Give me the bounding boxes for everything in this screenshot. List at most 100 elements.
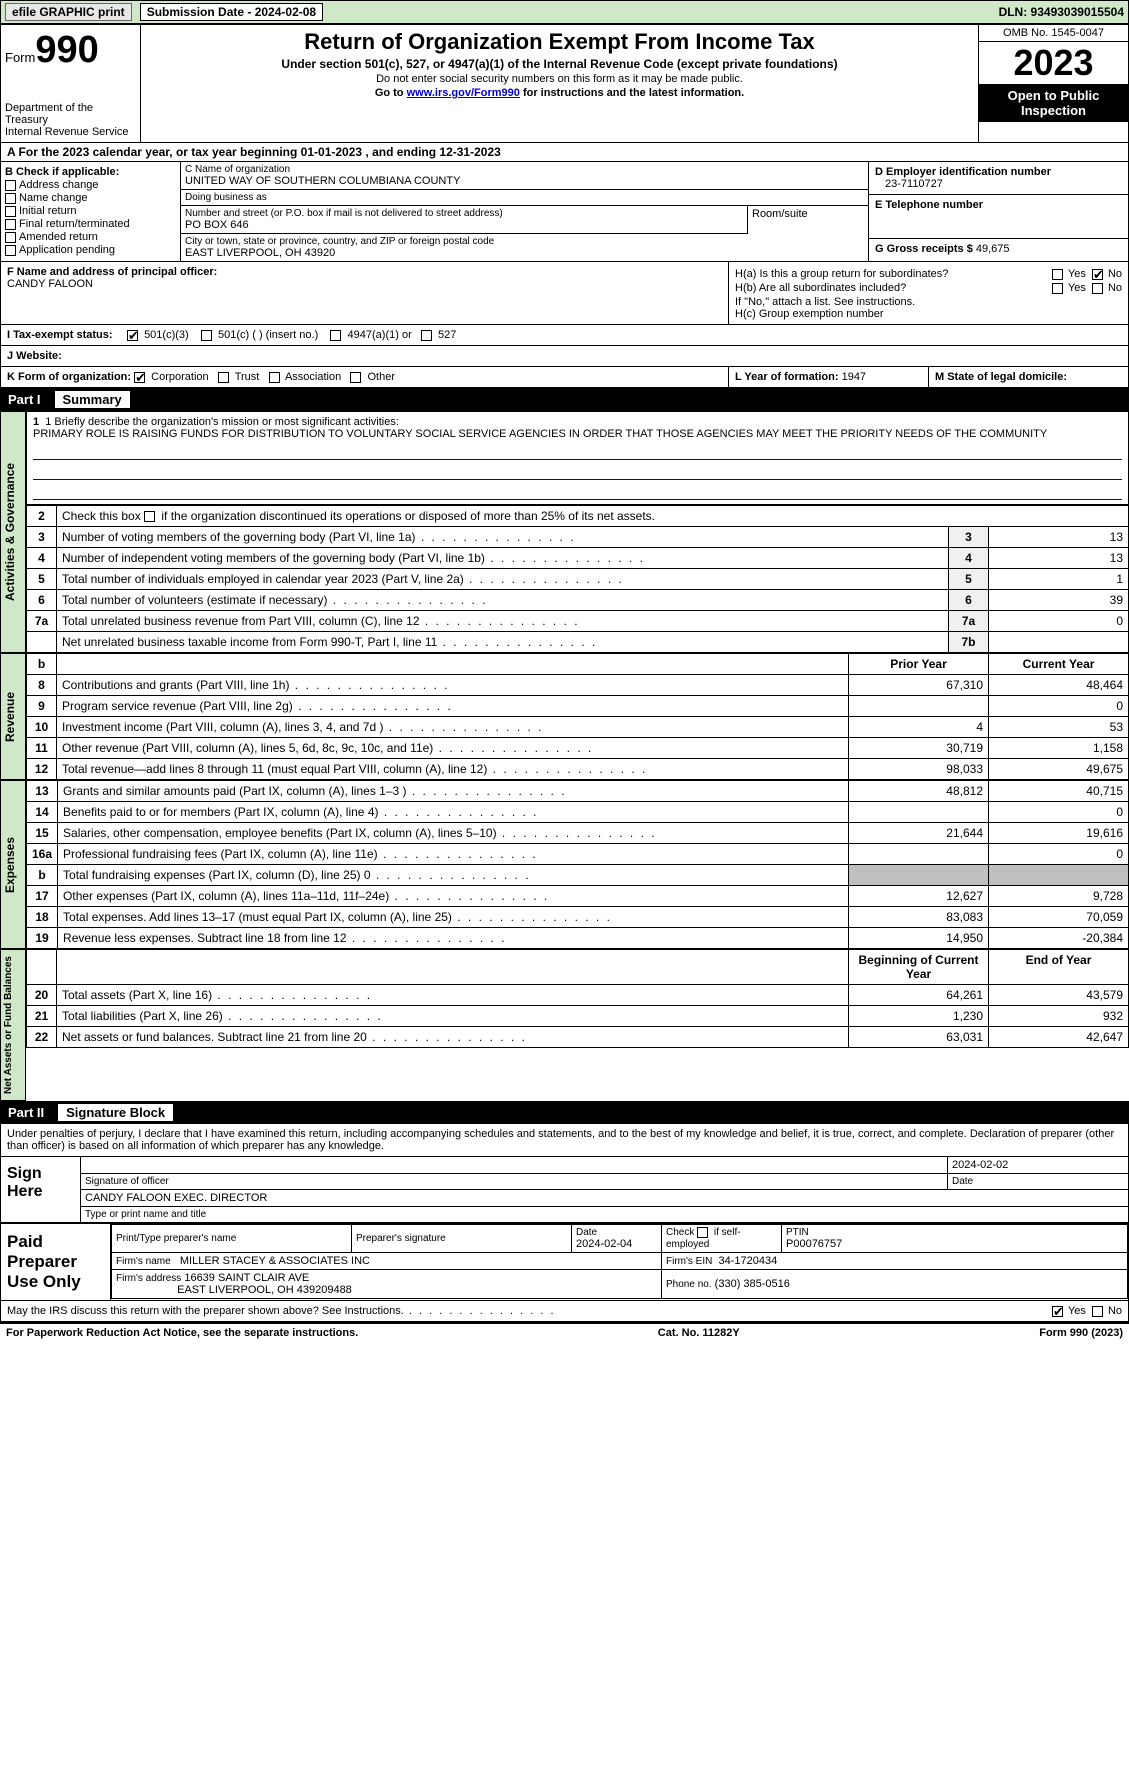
current-value: 1,158 <box>989 738 1129 759</box>
line-no: 19 <box>27 928 58 949</box>
line-text: Revenue less expenses. Subtract line 18 … <box>58 928 849 949</box>
footer: For Paperwork Reduction Act Notice, see … <box>0 1322 1129 1342</box>
cb-line2[interactable] <box>144 511 155 522</box>
prior-value: 48,812 <box>849 781 989 802</box>
line-no: 3 <box>27 527 57 548</box>
cal-year-prefix: A For the 2023 calendar year, or tax yea… <box>7 145 301 159</box>
box-b-header: B Check if applicable: <box>5 166 176 178</box>
dba-label: Doing business as <box>185 192 864 203</box>
tax-exempt-label: I Tax-exempt status: <box>1 325 121 345</box>
cb-trust[interactable] <box>218 372 229 383</box>
line-no: 18 <box>27 907 58 928</box>
cb-4947[interactable] <box>330 330 341 341</box>
firm-addr1: 16639 SAINT CLAIR AVE <box>184 1272 309 1284</box>
line-no: 22 <box>27 1027 57 1048</box>
lbl-yes: Yes <box>1068 268 1086 280</box>
tax-year: 2023 <box>979 42 1128 84</box>
line-2-text: Check this box if the organization disco… <box>57 506 1129 527</box>
line-text: Total unrelated business revenue from Pa… <box>57 611 949 632</box>
form-org-label: K Form of organization: <box>7 371 131 383</box>
cb-527[interactable] <box>421 330 432 341</box>
cb-hb-no[interactable] <box>1092 283 1103 294</box>
governance-table: 2Check this box if the organization disc… <box>26 505 1129 653</box>
vlabel-expenses: Expenses <box>0 780 26 949</box>
cb-self-employed[interactable] <box>697 1227 708 1238</box>
firm-phone: (330) 385-0516 <box>715 1278 790 1290</box>
firm-ein: 34-1720434 <box>718 1255 777 1267</box>
street-value: PO BOX 646 <box>185 219 743 231</box>
cb-address-change[interactable] <box>5 180 16 191</box>
efile-graphic-btn[interactable]: efile GRAPHIC print <box>5 3 132 21</box>
prior-value: 14,950 <box>849 928 989 949</box>
line-text: Total fundraising expenses (Part IX, col… <box>58 865 849 886</box>
line-text: Salaries, other compensation, employee b… <box>58 823 849 844</box>
line-no: 14 <box>27 802 58 823</box>
year-formation-label: L Year of formation: <box>735 371 839 383</box>
mission-lbl-text: 1 Briefly describe the organization's mi… <box>45 416 399 428</box>
line-text: Grants and similar amounts paid (Part IX… <box>58 781 849 802</box>
discuss-no: No <box>1108 1305 1122 1317</box>
year-formation: 1947 <box>842 371 866 383</box>
paperwork-notice: For Paperwork Reduction Act Notice, see … <box>6 1327 358 1339</box>
tax-exempt-opts: 501(c)(3) 501(c) ( ) (insert no.) 4947(a… <box>121 325 1128 345</box>
irs-link[interactable]: www.irs.gov/Form990 <box>407 87 520 99</box>
part-2-num: Part II <box>8 1105 44 1120</box>
org-name-label: C Name of organization <box>185 164 864 175</box>
line-text: Investment income (Part VIII, column (A)… <box>57 717 849 738</box>
omb-number: OMB No. 1545-0047 <box>979 25 1128 42</box>
firm-name-lbl: Firm's name <box>116 1256 171 1267</box>
cb-hb-yes[interactable] <box>1052 283 1063 294</box>
line-text: Other expenses (Part IX, column (A), lin… <box>58 886 849 907</box>
begin-year-hdr: Beginning of Current Year <box>849 950 989 985</box>
summary-expenses: Expenses 13 Grants and similar amounts p… <box>0 780 1129 949</box>
box-no: 4 <box>949 548 989 569</box>
current-value: 0 <box>989 844 1129 865</box>
lbl-no: No <box>1108 268 1122 280</box>
line-no <box>27 632 57 653</box>
cb-ha-yes[interactable] <box>1052 269 1063 280</box>
line-text: Total number of individuals employed in … <box>57 569 949 590</box>
section-a: A For the 2023 calendar year, or tax yea… <box>0 143 1129 162</box>
ein-value: 23-7110727 <box>875 178 1122 190</box>
submission-date: Submission Date - 2024-02-08 <box>140 3 323 21</box>
cb-final-return[interactable] <box>5 219 16 230</box>
line-no: 11 <box>27 738 57 759</box>
box-no: 6 <box>949 590 989 611</box>
cb-initial-return[interactable] <box>5 206 16 217</box>
prep-date-lbl: Date <box>576 1227 657 1238</box>
line-no: b <box>27 865 58 886</box>
cb-other[interactable] <box>350 372 361 383</box>
line-text: Program service revenue (Part VIII, line… <box>57 696 849 717</box>
cb-discuss-yes[interactable] <box>1052 1306 1063 1317</box>
cb-501c[interactable] <box>201 330 212 341</box>
header-right: OMB No. 1545-0047 2023 Open to Public In… <box>978 25 1128 142</box>
form-ref: Form 990 (2023) <box>1039 1327 1123 1339</box>
lbl-no2: No <box>1108 282 1122 294</box>
perjury-text: Under penalties of perjury, I declare th… <box>1 1124 1128 1156</box>
date-lbl: Date <box>948 1174 1128 1189</box>
cb-association[interactable] <box>269 372 280 383</box>
cb-501c3[interactable] <box>127 330 138 341</box>
vlabel-revenue: Revenue <box>0 653 26 780</box>
cb-name-change[interactable] <box>5 193 16 204</box>
form-title: Return of Organization Exempt From Incom… <box>149 29 970 55</box>
line-text: Total expenses. Add lines 13–17 (must eq… <box>58 907 849 928</box>
line-text: Benefits paid to or for members (Part IX… <box>58 802 849 823</box>
form-header: Form990 Department of the TreasuryIntern… <box>0 24 1129 143</box>
prior-value: 21,644 <box>849 823 989 844</box>
opt-corp: Corporation <box>151 371 208 383</box>
cb-discuss-no[interactable] <box>1092 1306 1103 1317</box>
cb-app-pending[interactable] <box>5 245 16 256</box>
box-no: 3 <box>949 527 989 548</box>
year-end: 12-31-2023 <box>439 145 500 159</box>
cb-ha-no[interactable] <box>1092 269 1103 280</box>
cb-corporation[interactable] <box>134 372 145 383</box>
cb-amended-return[interactable] <box>5 232 16 243</box>
opt-other: Other <box>367 371 395 383</box>
end-value: 43,579 <box>989 985 1129 1006</box>
firm-name: MILLER STACEY & ASSOCIATES INC <box>180 1255 370 1267</box>
website-value <box>121 346 1128 366</box>
line-no: 9 <box>27 696 57 717</box>
box-no: 5 <box>949 569 989 590</box>
line-value: 1 <box>989 569 1129 590</box>
